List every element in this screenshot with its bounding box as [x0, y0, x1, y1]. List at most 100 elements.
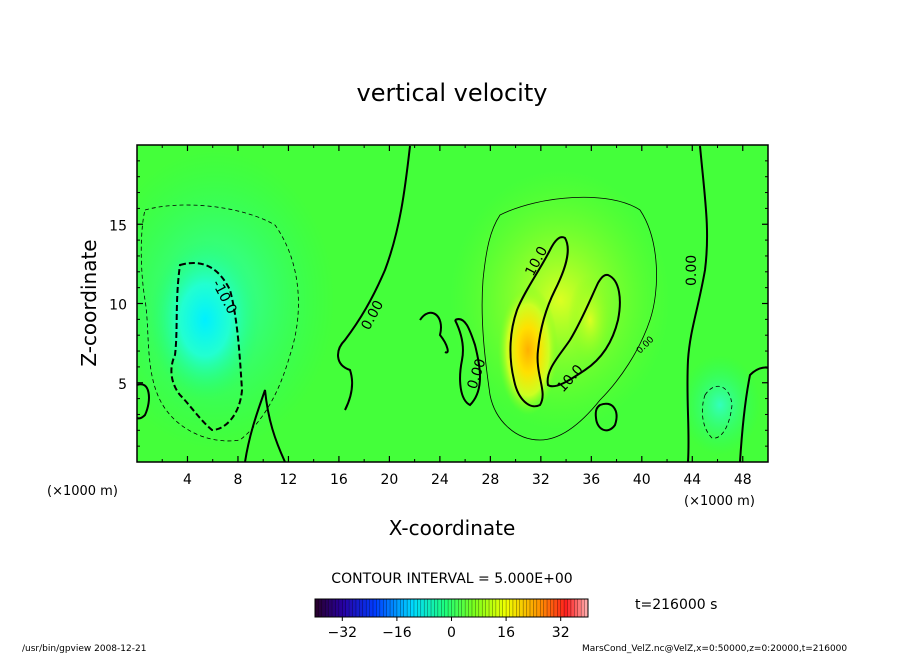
colorbar-swatch	[495, 599, 500, 617]
colorbar-swatch	[386, 599, 391, 617]
colorbar-swatch	[489, 599, 493, 617]
colorbar-swatch	[325, 599, 329, 617]
colorbar-swatch	[362, 599, 367, 617]
time-label: t=216000 s	[635, 597, 717, 613]
colorbar-swatch	[506, 599, 510, 617]
footer-left: /usr/bin/gpview 2008-12-21	[22, 644, 146, 654]
contour-minus5-right	[701, 385, 733, 439]
x-tick-label: 36	[582, 472, 600, 488]
colorbar-swatch	[400, 599, 405, 617]
colorbar-swatch	[448, 599, 452, 617]
x-tick-label: 12	[280, 472, 298, 488]
colorbar-swatch	[567, 599, 572, 617]
colorbar-swatch	[424, 599, 428, 617]
colorbar-swatch	[352, 599, 357, 617]
contour-plus10-c	[594, 402, 618, 432]
colorbar-swatch	[540, 599, 544, 617]
colorbar-swatch	[454, 599, 459, 617]
colorbar-swatch	[512, 599, 517, 617]
x-tick-label: 44	[683, 472, 701, 488]
contour-minus10	[170, 262, 244, 432]
colorbar-swatch	[502, 599, 507, 617]
colorbar-swatch	[560, 599, 565, 617]
colorbar-tick-label: 0	[447, 625, 456, 641]
colorbar-swatch	[328, 599, 333, 617]
plot-area: -10.0 0.00 0.00 10.0 10.0 0.00 0.00	[137, 145, 768, 462]
downdraft-right	[680, 355, 760, 455]
colorbar-swatch	[482, 599, 486, 617]
colorbar-swatch	[434, 599, 439, 617]
colorbar-swatch	[550, 599, 555, 617]
x-tick-label: 28	[481, 472, 499, 488]
colorbar-swatch	[338, 599, 343, 617]
colorbar-swatch	[321, 599, 326, 617]
y-tick-label: 10	[109, 298, 127, 314]
colorbar-swatch	[444, 599, 449, 617]
colorbar-swatch	[570, 599, 575, 617]
z-unit-label: (×1000 m)	[684, 494, 755, 509]
colorbar-swatch	[335, 599, 340, 617]
colorbar-swatch	[458, 599, 463, 617]
contour-zero-mid	[419, 311, 481, 407]
colorbar-swatch	[451, 599, 456, 617]
x-axis-label: X-coordinate	[389, 516, 516, 540]
y-tick-label: 5	[118, 377, 127, 393]
colorbar-swatch	[536, 599, 541, 617]
chart-title: vertical velocity	[357, 79, 548, 107]
downdraft-core	[150, 240, 260, 400]
colorbar-swatch	[366, 599, 370, 617]
colorbar-swatch	[403, 599, 408, 617]
colorbar-swatch	[437, 599, 442, 617]
colorbar-swatch	[420, 599, 425, 617]
updraft-secondary	[568, 275, 612, 365]
x-unit-label: (×1000 m)	[47, 484, 118, 499]
colorbar-tick-label: 16	[497, 625, 515, 641]
updraft-core	[498, 285, 558, 415]
colorbar-swatch	[349, 599, 353, 617]
colorbar-swatch	[557, 599, 561, 617]
contours	[137, 145, 768, 462]
contour-plus5	[481, 196, 657, 441]
colorbar-swatch	[581, 599, 585, 617]
contour-zero-low1	[244, 389, 286, 462]
colorbar-swatch	[485, 599, 490, 617]
y-axis: 5 10 15	[109, 160, 768, 447]
contour-minus5	[140, 204, 299, 442]
colorbar-swatch	[379, 599, 384, 617]
colorbar	[314, 599, 589, 617]
x-tick-label: 4	[183, 472, 192, 488]
colorbar-swatch	[529, 599, 534, 617]
colorbar-swatch	[492, 599, 497, 617]
colorbar-swatch	[315, 599, 319, 617]
contour-plus10-b	[546, 273, 621, 388]
colorbar-swatch	[461, 599, 466, 617]
x-tick-label: 16	[330, 472, 348, 488]
colorbar-swatch	[318, 599, 323, 617]
contour-zero-left	[337, 145, 411, 411]
colorbar-swatch	[523, 599, 527, 617]
colorbar-swatch	[499, 599, 503, 617]
colorbar-tick-label: −16	[382, 625, 412, 641]
x-tick-label: 32	[532, 472, 550, 488]
colorbar-swatch	[509, 599, 514, 617]
colorbar-swatch	[471, 599, 476, 617]
colorbar-swatch	[413, 599, 418, 617]
colorbar-swatch	[355, 599, 360, 617]
colorbar-swatch	[465, 599, 469, 617]
footer-right: MarsCond_VelZ.nc@VelZ,x=0:50000,z=0:2000…	[582, 644, 847, 654]
colorbar-swatch	[441, 599, 445, 617]
colorbar-swatch	[332, 599, 336, 617]
x-tick-label: 20	[380, 472, 398, 488]
colorbar-ticks: −32 −16 0 16 32	[328, 617, 570, 641]
contour-zero-low3	[739, 366, 768, 462]
contour-label-zero-right: 0.00	[684, 255, 700, 286]
colorbar-swatch	[407, 599, 411, 617]
colorbar-swatch	[526, 599, 531, 617]
colorbar-swatch	[584, 599, 589, 617]
colorbar-swatch	[564, 599, 568, 617]
contour-interval: CONTOUR INTERVAL = 5.000E+00	[331, 571, 572, 587]
colorbar-swatch	[519, 599, 524, 617]
colorbar-swatch	[396, 599, 401, 617]
colorbar-swatch	[376, 599, 381, 617]
